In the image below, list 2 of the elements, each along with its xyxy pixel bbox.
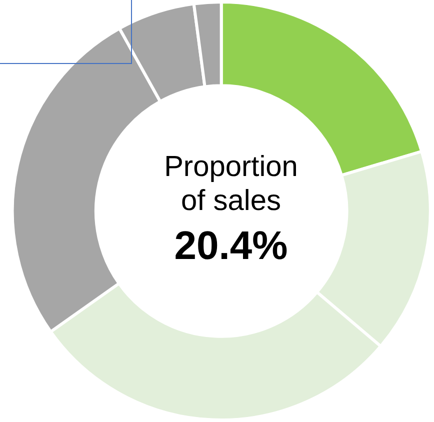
text: 20.4%: [173, 224, 289, 269]
text: Proportion of sales: [163, 150, 299, 218]
